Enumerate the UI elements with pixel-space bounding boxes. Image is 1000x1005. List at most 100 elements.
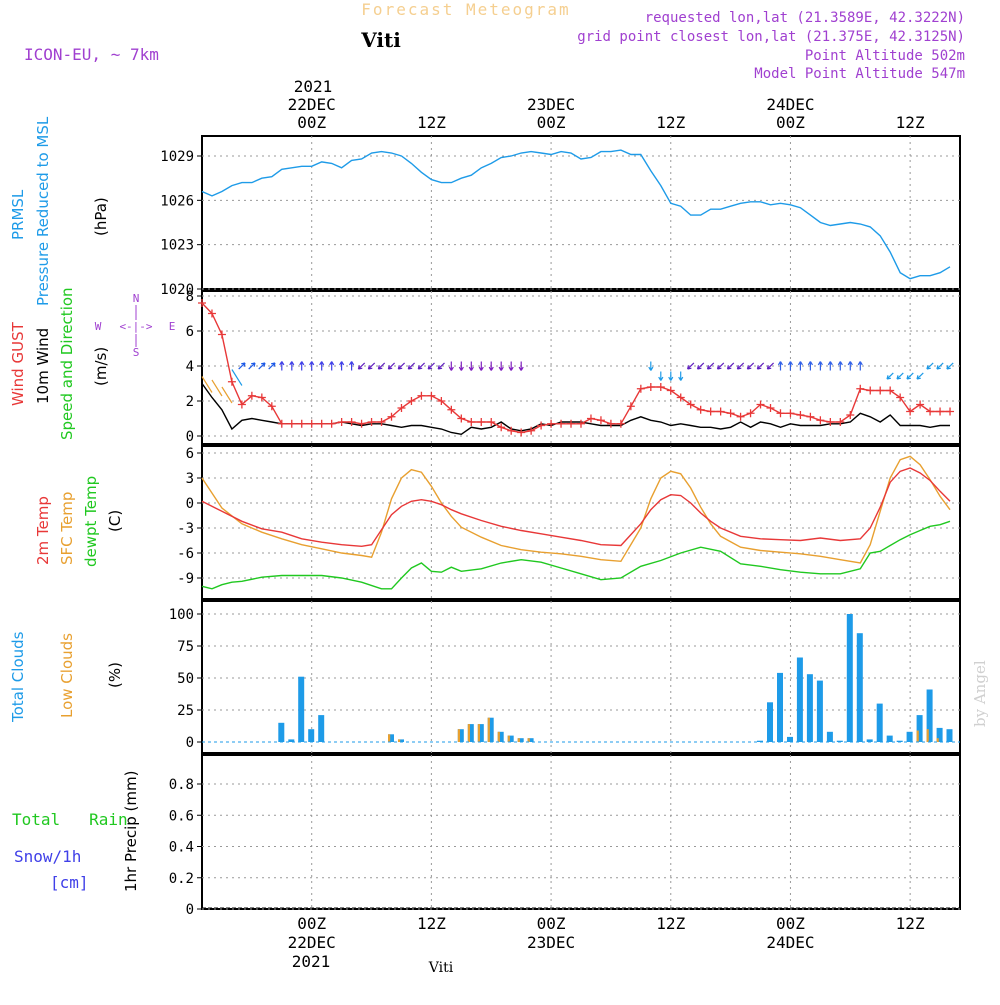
pressure-ytick-label: 1026 [160,193,194,209]
wind-arrow-icon [807,361,814,371]
wind-arrow-icon [837,361,843,371]
temp-ytick-label: 3 [186,471,194,487]
total-cloud-bar [866,739,873,742]
wind-arrow-icon [817,361,823,371]
wind-gust-point [227,377,236,386]
snow-label: Snow/1h [14,847,81,866]
top-hour-label: 00Z [776,113,805,132]
total-cloud-bar [467,724,474,742]
top-year-label: 2021 [294,77,333,96]
top-date-label: 22DEC [288,95,336,114]
temp-ytick-label: 6 [186,446,194,462]
compass-rose-icon: N <-|-> W E S [95,292,176,359]
compass-n: N [133,292,140,305]
precip-ytick-label: 0.4 [169,840,194,856]
footer-location: Viti [428,960,454,976]
wind-direction-arrows [201,361,954,404]
wind-gust-point [946,407,955,416]
total-cloud-bar [308,729,315,742]
low-cloud-bar [388,734,391,742]
total-cloud-bar [388,734,394,742]
wind-arrow-icon [488,361,494,371]
wind-arrow-icon [437,362,445,370]
low-cloud-bar [477,724,480,742]
wind-gust-point [327,419,336,428]
precip-unit: 1hr Precip (mm) [122,771,140,892]
wind-gust-point [337,418,346,426]
chart-title: Forecast Meteogram [361,0,570,19]
total-cloud-bar [946,729,953,742]
wind-arrow-icon [797,361,804,371]
wind-gust-point [517,428,526,437]
clouds-ytick-label: 100 [169,607,194,623]
wind-gust-point [866,386,875,395]
wind-arrow-icon [787,361,794,371]
wind-gust-point [287,419,296,428]
low-cloud-bar [517,738,520,742]
wind-gust-point [596,416,605,425]
wind-gust-point [487,418,496,426]
total-cloud-bar [846,614,853,742]
total-cloud-bar [926,689,933,742]
total-cloud-bar [517,738,524,742]
total-cloud-bar [507,735,514,742]
wind-arrow-icon [926,362,934,370]
low-cloud-bar [497,731,500,742]
wind-arrow-icon [417,362,426,370]
point-altitude: Point Altitude 502m [805,48,965,64]
wind-gust-point [686,400,695,409]
wind-arrow-icon [508,361,514,371]
wind-gust-point [477,418,486,426]
precip-ytick-label: 0.2 [169,871,194,887]
pressure-ytick-label: 1023 [160,238,194,254]
wind-gust-point [746,409,755,418]
wind-gust-point [786,409,795,418]
wind-arrow-icon [847,361,853,371]
low-cloud-bar [507,735,510,742]
wind-gust-point [257,393,266,402]
wind-panel-frame [201,290,961,445]
wind-gust-point [317,419,326,428]
low-clouds-label: Low Clouds [58,633,76,718]
cloud-panel-labels: Total Clouds Low Clouds (%) [9,631,124,723]
wind-dir-label: Speed and Direction [58,287,76,440]
top-hour-label: 00Z [537,113,566,132]
clouds-ytick-label: 0 [186,735,194,751]
wind-gust-point [806,412,815,421]
temp-panel-frame [201,445,961,600]
wind-arrow-icon [478,361,484,371]
wind-arrow-icon [309,361,315,371]
bottom-date-label: 22DEC [288,933,336,952]
clouds-panel-frame [201,600,961,754]
bottom-hour-label: 00Z [297,914,326,933]
pressure-panel-series [201,149,951,280]
wind-arrow-icon [268,362,276,370]
wind-arrow-icon [896,372,904,380]
wind-gust-point [646,383,655,391]
top-hour-label: 12Z [417,113,446,132]
wind-gust-point [427,391,436,400]
precip-panel-labels: Total Rain Snow/1h [cm] 1hr Precip (mm) [12,771,140,892]
wind-arrow-icon [299,361,305,371]
total-cloud-bar [896,740,903,742]
wind-arrow-icon [238,362,246,370]
wind-gust-point [666,386,675,395]
wind-gust-point [307,419,316,428]
dewpt-temp-line [201,520,951,590]
bottom-hour-label: 12Z [656,914,685,933]
wind-arrow-icon [746,362,755,370]
wind-gust-point [796,411,805,419]
wind-gust-point [547,419,556,428]
top-hour-label: 12Z [656,113,685,132]
temperature-panel-labels: 2m Temp SFC Temp dewpt Temp (C) [34,476,124,567]
snow-unit: [cm] [50,873,89,892]
wind-gust-point [357,419,366,428]
wind-arrow-icon [339,361,345,371]
wind-gust-point [906,407,915,416]
total-cloud-bar [856,633,863,742]
total-cloud-bar [398,739,404,742]
wind-gust-point [507,426,516,435]
wind-arrow-icon [886,372,894,380]
wind-gust-point [736,412,745,421]
